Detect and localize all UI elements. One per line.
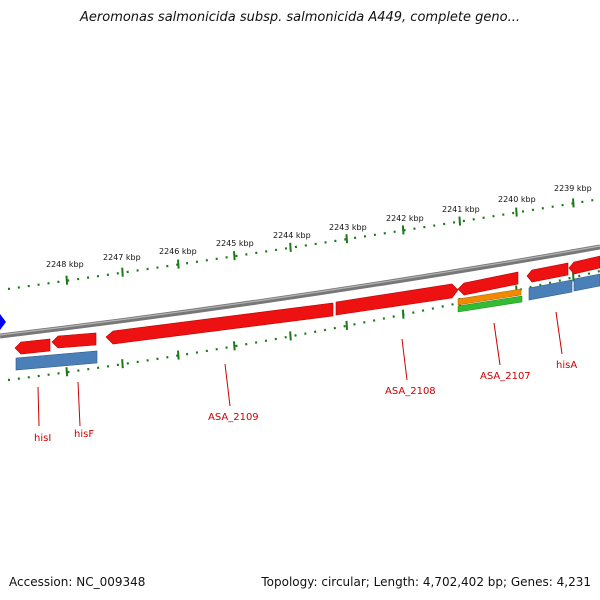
major-tick bbox=[572, 272, 575, 282]
major-tick bbox=[177, 350, 180, 360]
gene-label-hisI[interactable]: hisI bbox=[34, 433, 51, 444]
kbp-label: 2240 kbp bbox=[498, 195, 536, 204]
gene-label-hisA[interactable]: hisA bbox=[556, 360, 577, 371]
topology-text: Topology: circular; Length: 4,702,402 bp… bbox=[261, 575, 591, 589]
major-tick bbox=[121, 359, 124, 369]
gene-labels: hisI hisF ASA_2109 ASA_2108 ASA_2107 his… bbox=[34, 360, 577, 444]
gene-ASA_2108[interactable] bbox=[335, 283, 459, 316]
major-tick bbox=[345, 234, 349, 244]
gene-label-hisF[interactable]: hisF bbox=[74, 429, 94, 440]
gene-ASA_2109[interactable] bbox=[105, 302, 334, 345]
major-tick bbox=[401, 309, 405, 319]
gene-label-ASA_2108[interactable]: ASA_2108 bbox=[385, 386, 436, 397]
gene-hisI[interactable] bbox=[14, 338, 51, 355]
gene-label-ASA_2109[interactable]: ASA_2109 bbox=[208, 412, 259, 423]
kbp-label: 2247 kbp bbox=[103, 253, 141, 262]
major-tick bbox=[177, 259, 180, 269]
major-tick bbox=[401, 225, 405, 235]
cds-bar-right[interactable] bbox=[573, 273, 600, 292]
major-tick bbox=[233, 341, 236, 351]
gene-label-ASA_2107[interactable]: ASA_2107 bbox=[480, 371, 531, 382]
map-title: Aeromonas salmonicida subsp. salmonicida… bbox=[80, 10, 520, 25]
kbp-label: 2242 kbp bbox=[386, 214, 424, 223]
kbp-label: 2246 kbp bbox=[159, 247, 197, 256]
major-tick bbox=[345, 320, 349, 330]
accession-text: Accession: NC_009348 bbox=[9, 575, 146, 589]
gene-offscreen-right[interactable] bbox=[568, 255, 600, 275]
kbp-label: 2248 kbp bbox=[46, 260, 84, 269]
major-tick bbox=[572, 198, 575, 208]
genome-backbone bbox=[0, 244, 600, 339]
major-ticks bbox=[65, 198, 575, 377]
major-tick bbox=[289, 242, 292, 252]
gene-ASA_2107[interactable] bbox=[457, 271, 519, 296]
position-marker-icon[interactable] bbox=[0, 314, 6, 330]
kbp-label: 2243 kbp bbox=[329, 223, 367, 232]
major-tick bbox=[121, 267, 124, 277]
gene-features bbox=[14, 255, 600, 371]
major-tick bbox=[65, 367, 69, 377]
feature-green[interactable] bbox=[457, 295, 523, 313]
cds-bar-hisA[interactable] bbox=[528, 279, 573, 301]
cds-bar-left[interactable] bbox=[15, 350, 98, 371]
genome-backbone-highlight bbox=[0, 245, 600, 336]
major-tick bbox=[458, 216, 462, 226]
kbp-label: 2239 kbp bbox=[554, 184, 592, 193]
kbp-label: 2244 kbp bbox=[273, 231, 311, 240]
kbp-label: 2241 kbp bbox=[442, 205, 480, 214]
feature-orange[interactable] bbox=[457, 288, 522, 306]
gene-callouts bbox=[37, 311, 563, 427]
kbp-label: 2245 kbp bbox=[216, 239, 254, 248]
major-tick bbox=[515, 207, 518, 217]
kbp-labels: 2248 kbp 2247 kbp 2246 kbp 2245 kbp 2244… bbox=[46, 184, 592, 269]
major-tick bbox=[65, 275, 69, 285]
major-tick bbox=[289, 331, 292, 341]
major-tick bbox=[233, 251, 236, 261]
gene-hisA[interactable] bbox=[526, 262, 569, 283]
gene-hisF[interactable] bbox=[51, 332, 97, 349]
